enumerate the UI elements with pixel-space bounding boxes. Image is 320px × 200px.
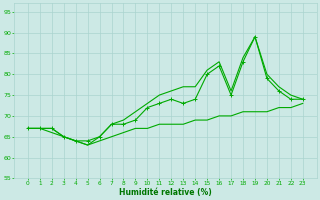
X-axis label: Humidité relative (%): Humidité relative (%) (119, 188, 212, 197)
